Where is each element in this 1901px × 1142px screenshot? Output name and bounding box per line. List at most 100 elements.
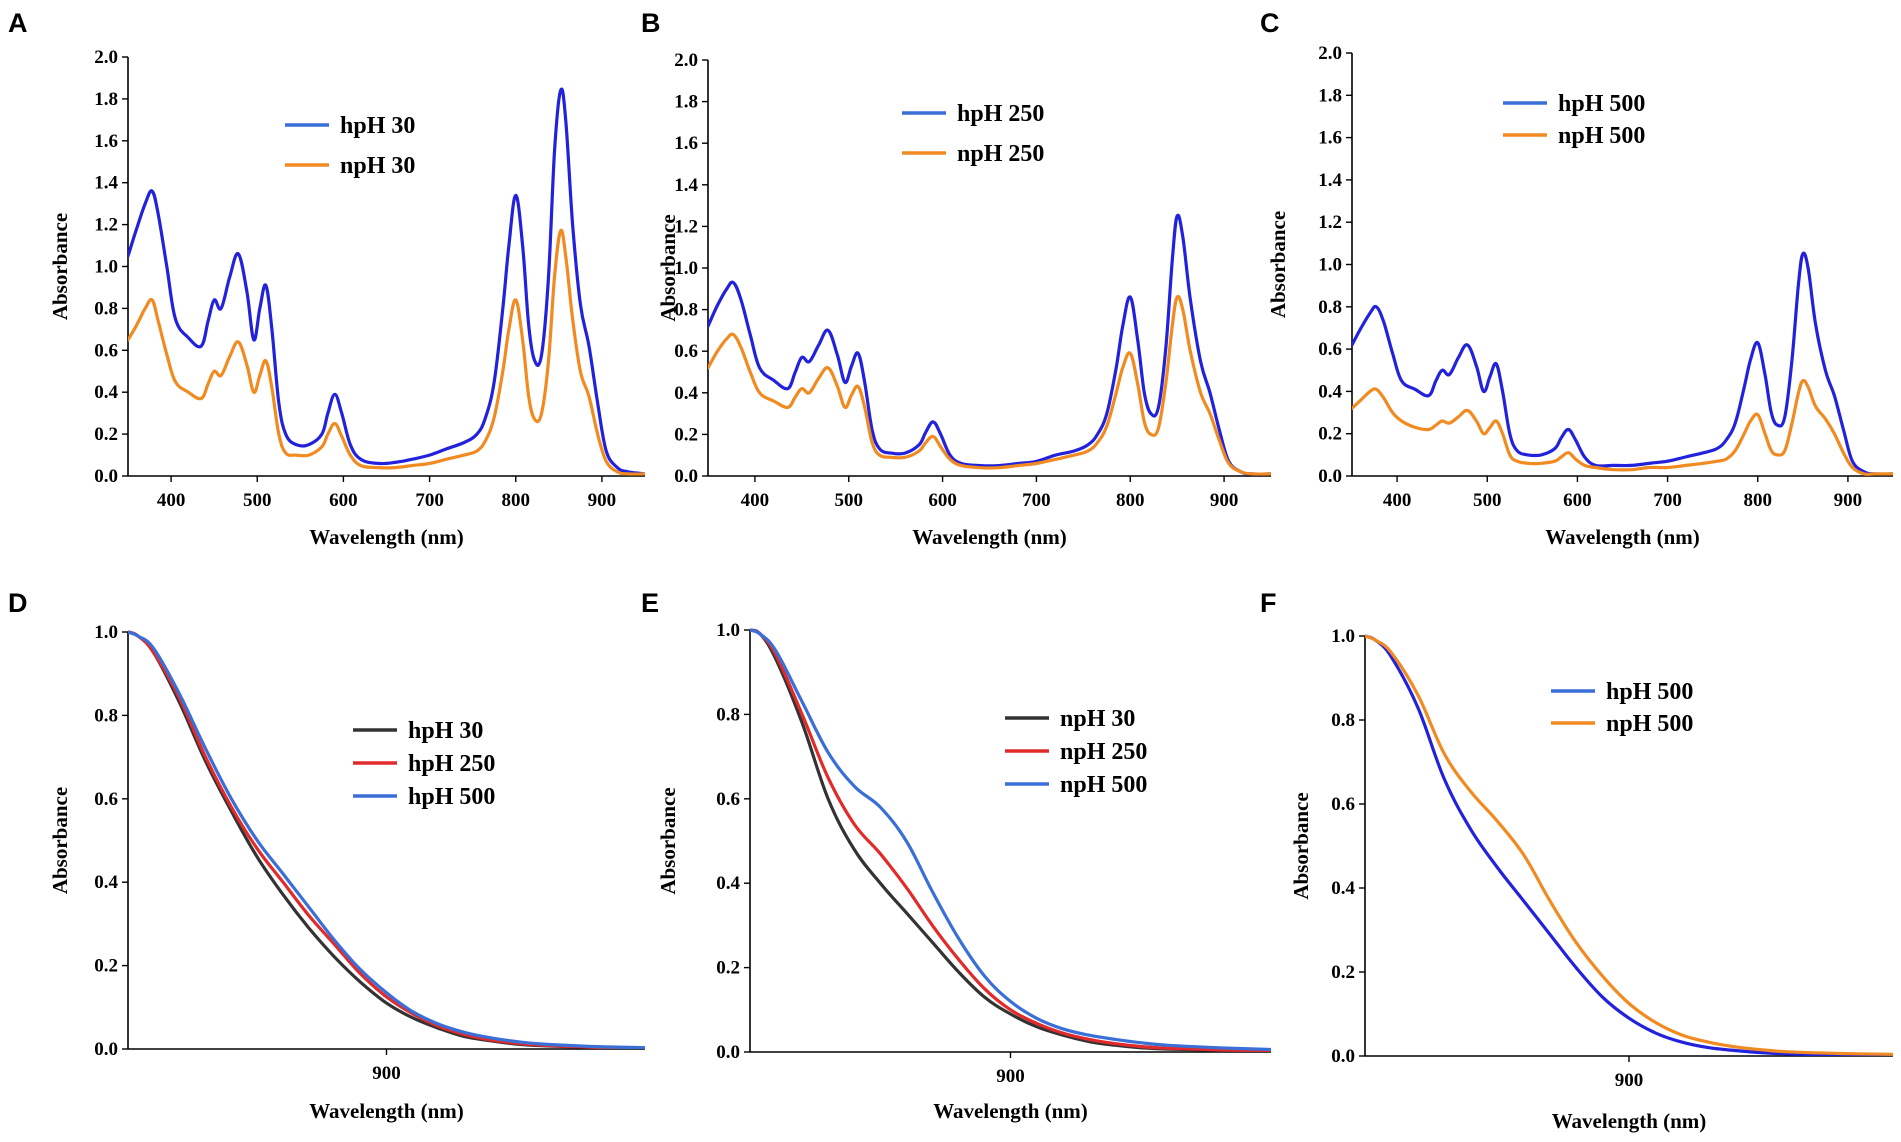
y-axis-title: Absorbance (656, 214, 680, 321)
x-axis-title: Wavelength (nm) (933, 1099, 1088, 1123)
y-tick-label: 0.0 (716, 1042, 740, 1063)
chart-panel-e: E 0.0 0.2 0.4 0.6 0.8 1.0 900 Wavelength (nm) Abs… (641, 588, 1271, 1123)
series-line-nph-30 (128, 228, 645, 476)
y-tick-label: 0.4 (1318, 381, 1342, 402)
y-tick-label: 1.0 (94, 622, 118, 643)
legend-label: hpH 500 (408, 784, 495, 810)
y-tick-label: 0.8 (94, 705, 118, 726)
legend-label: hpH 30 (408, 718, 483, 744)
y-tick-label: 0.0 (94, 466, 118, 487)
y-tick-label: 0.2 (94, 956, 118, 977)
panel-label-f: F (1260, 588, 1277, 618)
legend-label: npH 500 (1558, 123, 1645, 149)
y-axis-title: Absorbance (1266, 211, 1290, 318)
series-line-hph-500 (128, 630, 645, 1049)
y-tick-label: 1.8 (94, 89, 118, 110)
x-axis-title: Wavelength (nm) (309, 525, 464, 549)
x-tick-label: 400 (741, 490, 770, 511)
x-tick-label: 900 (372, 1063, 401, 1084)
x-tick-label: 600 (928, 490, 957, 511)
y-tick-label: 0.8 (716, 704, 740, 725)
x-tick-label: 900 (996, 1066, 1025, 1087)
panel-label-e: E (641, 588, 659, 618)
y-tick-label: 0.6 (674, 341, 698, 362)
x-tick-label: 800 (502, 490, 531, 511)
y-tick-label: 1.0 (1318, 255, 1342, 276)
legend-label: npH 500 (1060, 772, 1147, 798)
x-tick-label: 900 (1834, 490, 1863, 511)
x-tick-label: 800 (1744, 490, 1773, 511)
y-tick-label: 0.0 (1331, 1046, 1355, 1067)
y-tick-label: 0.4 (94, 872, 118, 893)
y-axis-title: Absorbance (48, 213, 72, 320)
y-tick-label: 0.6 (1331, 794, 1355, 815)
y-tick-label: 1.6 (674, 133, 698, 154)
legend-label: hpH 250 (957, 101, 1044, 127)
y-tick-label: 0.2 (1331, 962, 1355, 983)
x-axis-title: Wavelength (nm) (912, 525, 1067, 549)
y-tick-label: 0.0 (94, 1039, 118, 1060)
y-tick-label: 1.2 (674, 216, 698, 237)
y-tick-label: 0.6 (94, 789, 118, 810)
y-tick-label: 0.0 (1318, 466, 1342, 487)
y-tick-label: 0.0 (674, 466, 698, 487)
x-tick-label: 700 (415, 490, 444, 511)
panel-label-b: B (641, 8, 661, 38)
x-axis-title: Wavelength (nm) (1552, 1109, 1707, 1133)
series-line-nph-30 (750, 628, 1271, 1052)
legend-label: npH 30 (1060, 706, 1135, 732)
y-tick-label: 1.0 (674, 258, 698, 279)
y-tick-label: 1.8 (674, 92, 698, 113)
x-tick-label: 400 (157, 490, 186, 511)
x-axis-title: Wavelength (nm) (309, 1099, 464, 1123)
series-line-nph-500 (750, 628, 1271, 1052)
y-tick-label: 2.0 (674, 50, 698, 71)
y-tick-label: 0.2 (716, 958, 740, 979)
x-tick-label: 900 (1210, 490, 1239, 511)
legend-label: npH 250 (1060, 739, 1147, 765)
chart-panel-f: F 0.0 0.2 0.4 0.6 0.8 1.0 900 Wavelength (nm) Abs… (1260, 588, 1893, 1133)
y-tick-label: 2.0 (94, 47, 118, 68)
y-tick-label: 0.4 (716, 873, 740, 894)
legend-label: hpH 250 (408, 751, 495, 777)
y-tick-label: 1.2 (1318, 212, 1342, 233)
y-tick-label: 1.0 (716, 620, 740, 641)
y-tick-label: 0.8 (94, 298, 118, 319)
x-tick-label: 500 (1473, 490, 1502, 511)
panel-label-c: C (1260, 8, 1280, 38)
y-tick-label: 1.4 (94, 173, 118, 194)
legend-label: npH 250 (957, 141, 1044, 167)
series-line-hph-250 (708, 213, 1271, 476)
series-line-hph-250 (128, 630, 645, 1049)
y-axis-title: Absorbance (656, 787, 680, 894)
series-line-hph-30 (128, 87, 645, 476)
series-line-hph-500 (1365, 634, 1893, 1056)
y-tick-label: 1.4 (1318, 170, 1342, 191)
y-tick-label: 0.6 (94, 340, 118, 361)
y-tick-label: 0.4 (1331, 878, 1355, 899)
series-line-nph-250 (708, 294, 1271, 476)
chart-panel-a: A 0.0 0.2 0.4 0.6 0.8 1.0 1.2 1.4 1.6 1.8 2.0 400 500… (8, 8, 645, 549)
y-tick-label: 0.2 (674, 424, 698, 445)
y-tick-label: 1.8 (1318, 85, 1342, 106)
panel-label-a: A (8, 8, 28, 38)
y-tick-label: 1.6 (1318, 128, 1342, 149)
series-line-hph-500 (1352, 251, 1893, 476)
legend-label: npH 30 (340, 153, 415, 179)
x-tick-label: 900 (588, 490, 617, 511)
legend-label: hpH 500 (1558, 91, 1645, 117)
y-tick-label: 1.0 (1331, 626, 1355, 647)
y-axis-title: Absorbance (1289, 792, 1313, 899)
x-tick-label: 700 (1022, 490, 1051, 511)
y-tick-label: 0.6 (716, 789, 740, 810)
chart-panel-b: B 0.0 0.2 0.4 0.6 0.8 1.0 1.2 1.4 1.6 1.8 2.0 400 500… (641, 8, 1271, 549)
y-tick-label: 1.4 (674, 175, 698, 196)
x-tick-label: 800 (1116, 490, 1145, 511)
y-axis-title: Absorbance (48, 787, 72, 894)
x-tick-label: 700 (1653, 490, 1682, 511)
y-tick-label: 0.2 (94, 424, 118, 445)
legend-label: hpH 30 (340, 113, 415, 139)
y-tick-label: 1.0 (94, 257, 118, 278)
series-line-nph-500 (1352, 378, 1893, 476)
x-tick-label: 600 (329, 490, 358, 511)
